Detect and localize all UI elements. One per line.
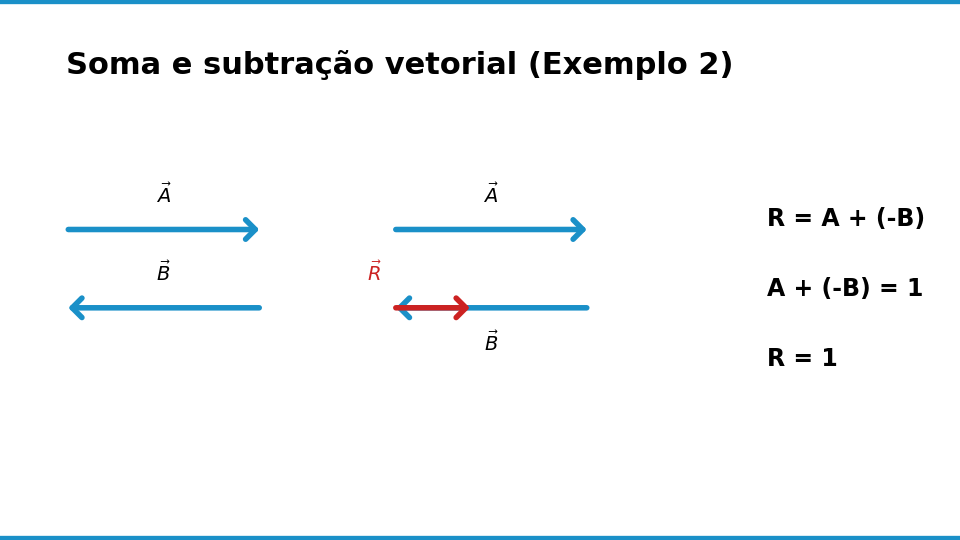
FancyArrowPatch shape bbox=[399, 298, 587, 318]
Text: $\vec{B}$: $\vec{B}$ bbox=[484, 331, 499, 355]
Text: R = A + (-B): R = A + (-B) bbox=[767, 207, 925, 231]
FancyArrowPatch shape bbox=[68, 220, 255, 239]
FancyArrowPatch shape bbox=[72, 298, 259, 318]
FancyArrowPatch shape bbox=[396, 298, 466, 318]
Text: $\vec{R}$: $\vec{R}$ bbox=[367, 261, 382, 285]
Text: Soma e subtração vetorial (Exemplo 2): Soma e subtração vetorial (Exemplo 2) bbox=[65, 50, 733, 80]
Text: R = 1: R = 1 bbox=[767, 347, 838, 371]
Text: $\vec{A}$: $\vec{A}$ bbox=[483, 183, 499, 206]
Text: $\vec{B}$: $\vec{B}$ bbox=[156, 261, 171, 285]
Text: A + (-B) = 1: A + (-B) = 1 bbox=[767, 277, 924, 301]
Text: $\vec{A}$: $\vec{A}$ bbox=[156, 183, 172, 206]
FancyArrowPatch shape bbox=[396, 220, 583, 239]
